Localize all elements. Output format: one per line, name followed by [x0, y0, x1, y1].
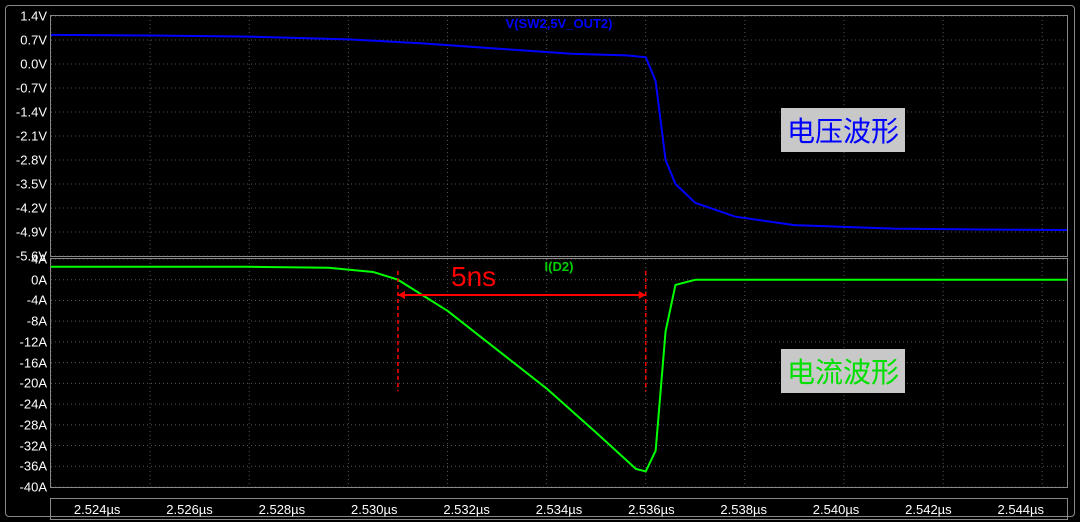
- y-tick-label: -20A: [20, 376, 47, 391]
- y-tick-label: 0.7V: [20, 33, 47, 48]
- current-trace-svg: [51, 259, 1067, 487]
- x-tick-label: 2.538µs: [698, 499, 790, 519]
- y-tick-label: -2.8V: [16, 153, 47, 168]
- y-tick-label: -32A: [20, 438, 47, 453]
- voltage-annotation: 电压波形: [781, 108, 905, 152]
- y-tick-label: -4.2V: [16, 201, 47, 216]
- x-tick-label: 2.530µs: [328, 499, 420, 519]
- x-axis: 2.524µs2.526µs2.528µs2.530µs2.532µs2.534…: [50, 498, 1068, 520]
- span-marker-label: 5ns: [451, 261, 496, 293]
- x-tick-label: 2.528µs: [236, 499, 328, 519]
- y-tick-label: -4.9V: [16, 225, 47, 240]
- y-tick-label: -3.5V: [16, 177, 47, 192]
- x-tick-label: 2.544µs: [975, 499, 1067, 519]
- current-plot-title: I(D2): [545, 259, 574, 274]
- y-tick-label: -12A: [20, 334, 47, 349]
- x-tick-label: 2.540µs: [790, 499, 882, 519]
- y-tick-label: 1.4V: [20, 9, 47, 24]
- y-tick-label: -0.7V: [16, 81, 47, 96]
- span-marker-text: 5ns: [451, 261, 496, 292]
- x-tick-label: 2.542µs: [882, 499, 974, 519]
- voltage-plot: V(SW2,5V_OUT2) 电压波形 1.4V0.7V0.0V-0.7V-1.…: [50, 15, 1068, 257]
- voltage-annotation-label: 电压波形: [787, 116, 899, 147]
- x-tick-label: 2.532µs: [420, 499, 512, 519]
- y-tick-label: -40A: [20, 480, 47, 495]
- y-tick-label: -24A: [20, 397, 47, 412]
- voltage-trace-svg: [51, 16, 1067, 256]
- y-tick-label: -2.1V: [16, 129, 47, 144]
- y-tick-label: -8A: [27, 314, 47, 329]
- x-tick-label: 2.526µs: [143, 499, 235, 519]
- y-tick-label: 0A: [31, 272, 47, 287]
- current-annotation: 电流波形: [781, 349, 905, 393]
- y-tick-label: -16A: [20, 355, 47, 370]
- y-tick-label: -36A: [20, 459, 47, 474]
- y-tick-label: 0.0V: [20, 57, 47, 72]
- x-tick-label: 2.534µs: [513, 499, 605, 519]
- x-tick-label: 2.524µs: [51, 499, 143, 519]
- y-tick-label: 4A: [31, 252, 47, 267]
- x-tick-label: 2.536µs: [605, 499, 697, 519]
- y-tick-label: -1.4V: [16, 105, 47, 120]
- current-annotation-label: 电流波形: [787, 357, 899, 388]
- voltage-plot-title: V(SW2,5V_OUT2): [506, 16, 613, 31]
- y-tick-label: -4A: [27, 293, 47, 308]
- y-tick-label: -28A: [20, 417, 47, 432]
- current-plot: I(D2) 电流波形 5ns 4A0A-4A-8A-12A-16A-20A-24…: [50, 258, 1068, 488]
